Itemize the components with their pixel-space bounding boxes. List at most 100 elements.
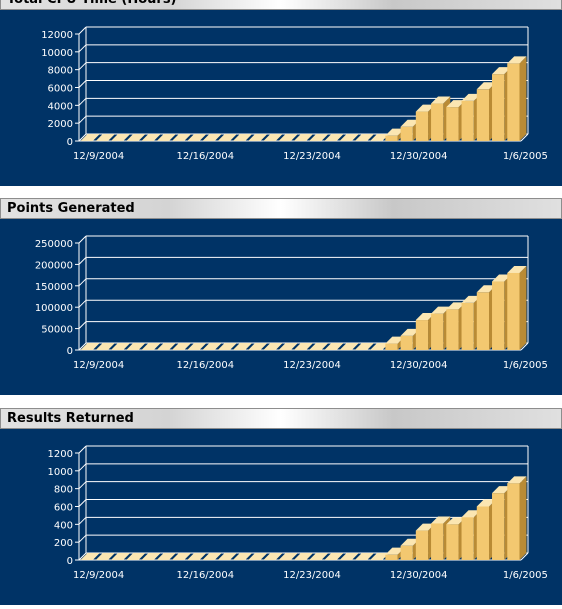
side-wall-line	[78, 299, 87, 308]
grid-group: 0 50000 100000 150000 200000 250000	[35, 235, 529, 357]
bar	[187, 343, 207, 350]
bar-front	[461, 100, 474, 141]
bar-top	[263, 343, 283, 350]
bar-top	[187, 343, 207, 350]
bar	[278, 553, 298, 560]
bar	[232, 134, 253, 141]
bar	[278, 134, 298, 141]
y-tick-label: 100000	[35, 303, 73, 314]
bar-front	[431, 523, 444, 560]
bar	[126, 343, 146, 350]
bar-top	[248, 134, 268, 141]
bars-group	[80, 265, 527, 350]
bar-front	[461, 302, 474, 350]
bar-top	[431, 516, 451, 524]
bar-top	[476, 499, 497, 507]
side-wall-line	[78, 463, 87, 472]
panel-body: 0 50000 100000 150000 200000 250000 12/9/2004 1…	[0, 219, 562, 395]
bar	[248, 553, 268, 560]
bar-top	[141, 553, 161, 560]
panel-header: Points Generated	[0, 198, 562, 219]
bar-front	[431, 313, 444, 350]
bar	[141, 134, 161, 141]
bar	[507, 56, 527, 141]
bar	[507, 476, 527, 560]
bar-front	[476, 506, 490, 560]
bar-top	[156, 134, 176, 141]
bar-top	[171, 134, 192, 141]
bar	[202, 343, 222, 350]
bar-top	[293, 553, 314, 560]
bar	[171, 134, 192, 141]
bar-front	[446, 107, 459, 141]
bar-top	[354, 134, 375, 141]
bar-top	[187, 553, 207, 560]
x-labels-group: 12/9/2004 12/16/2004 12/23/2004 12/30/2004 1…	[73, 151, 548, 162]
y-tick-label: 800	[54, 485, 73, 496]
bar-top	[309, 553, 329, 560]
bar	[95, 553, 115, 560]
y-tick-label: 4000	[48, 101, 73, 112]
side-wall-line	[78, 97, 87, 106]
bar-top	[385, 336, 405, 344]
bar-top	[293, 134, 314, 141]
x-tick-label: 12/23/2004	[283, 151, 341, 162]
bar-top	[293, 343, 314, 350]
bar-front	[492, 493, 505, 560]
side-wall-line	[78, 342, 87, 351]
bar	[110, 553, 131, 560]
side-wall-line	[78, 278, 87, 287]
bar-top	[385, 547, 405, 555]
bar-top	[263, 134, 283, 141]
floor-edge	[520, 552, 529, 561]
y-tick-label: 50000	[41, 325, 73, 336]
bar	[309, 553, 329, 560]
bar-top	[232, 553, 253, 560]
bar	[339, 134, 359, 141]
bar-top	[110, 134, 131, 141]
bar-top	[370, 343, 390, 350]
y-tick-label: 200	[54, 538, 73, 549]
bar	[263, 553, 283, 560]
panel-title: Points Generated	[7, 201, 135, 216]
side-wall-line	[78, 44, 87, 53]
bar-front	[446, 309, 459, 350]
bar	[156, 343, 176, 350]
x-tick-label: 1/6/2005	[503, 151, 548, 162]
bar	[126, 553, 146, 560]
bar	[248, 134, 268, 141]
y-tick-label: 0	[67, 556, 73, 567]
y-tick-label: 1000	[48, 467, 73, 478]
bar-top	[126, 553, 146, 560]
bar	[217, 134, 237, 141]
bar-chart-results-returned: 0 200 400 600 800 1000 1200 12/9/2004 12/16/2004…	[48, 445, 548, 581]
bar	[370, 553, 390, 560]
bar-front	[415, 111, 429, 141]
side-wall-line	[78, 257, 87, 265]
x-tick-label: 12/16/2004	[176, 151, 234, 162]
y-tick-label: 6000	[48, 84, 73, 95]
side-wall-line	[78, 552, 87, 561]
bar	[507, 265, 527, 350]
x-tick-label: 12/30/2004	[390, 151, 448, 162]
bar-top	[278, 343, 298, 350]
bar-top	[217, 134, 237, 141]
bar-top	[278, 134, 298, 141]
bar	[232, 343, 253, 350]
bar	[354, 553, 375, 560]
bar	[110, 343, 131, 350]
bar-top	[110, 343, 131, 350]
bar	[324, 343, 344, 350]
bar-side	[519, 476, 527, 560]
bar-top	[248, 553, 268, 560]
side-wall-line	[78, 534, 87, 543]
bar	[110, 134, 131, 141]
bar-top	[95, 134, 115, 141]
bar-front	[415, 320, 429, 350]
panel-body: 0 200 400 600 800 1000 1200 12/9/2004 12/16/2004…	[0, 429, 562, 605]
bar	[293, 553, 314, 560]
bar	[324, 553, 344, 560]
bar-top	[415, 104, 436, 112]
bar-front	[385, 554, 398, 560]
bar-top	[400, 328, 420, 336]
